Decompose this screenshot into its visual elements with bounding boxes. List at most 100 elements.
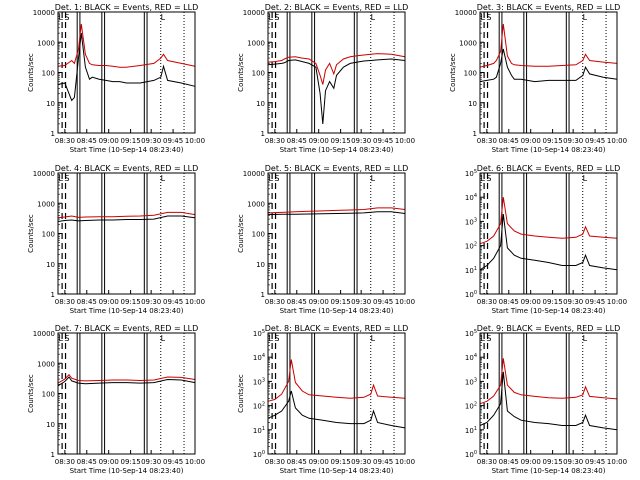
y-tick-label: 10000 — [455, 9, 477, 17]
x-axis-label: Start Time (10-Sep-14 08:23:40) — [280, 467, 394, 475]
x-tick-label: 09:15 — [331, 298, 351, 306]
y-tick-label: 10000 — [33, 9, 55, 17]
annotation-label: S — [64, 334, 69, 343]
annotation-label: S — [274, 13, 279, 22]
y-tick-label: 10 — [46, 261, 55, 269]
y-tick-label: 1 — [473, 130, 477, 138]
chart-title: Det. 8: BLACK = Events, RED = LLD — [265, 324, 409, 333]
y-tick-label: 1 — [51, 291, 55, 299]
series-line — [267, 390, 406, 429]
y-tick-label: 1 — [51, 130, 55, 138]
x-axis-label: Start Time (10-Sep-14 08:23:40) — [492, 467, 606, 475]
x-axis-label: Start Time (10-Sep-14 08:23:40) — [492, 307, 606, 315]
x-tick-label: 10:00 — [185, 298, 205, 306]
series-line — [479, 358, 618, 405]
chart-panel-9: 08:30 08:45 09:00 09:15 09:30 09:45 10:00 100 10… — [465, 324, 627, 475]
x-tick-label: 09:30 — [351, 137, 371, 145]
chart-panel-3: 08:30 08:45 09:00 09:15 09:30 09:45 10:00 1 10 10… — [449, 3, 627, 154]
x-tick-label: 09:00 — [99, 298, 119, 306]
y-tick-label: 1000 — [37, 360, 55, 368]
series-line — [479, 197, 618, 245]
plot-frame — [57, 172, 196, 295]
x-tick-label: 08:30 — [55, 458, 75, 466]
x-tick-label: 09:15 — [543, 298, 563, 306]
plot-frame — [479, 332, 618, 455]
y-tick-label: 1000 — [247, 39, 265, 47]
y-axis-label: Counts/sec — [237, 53, 245, 92]
x-tick-label: 09:00 — [99, 137, 119, 145]
x-tick-label: 10:00 — [607, 458, 627, 466]
y-tick-label: 105 — [465, 329, 477, 338]
x-tick-label: 09:45 — [585, 298, 605, 306]
y-tick-label: 1000 — [247, 200, 265, 208]
y-axis-label: Counts/sec — [237, 214, 245, 253]
x-tick-label: 08:45 — [77, 137, 97, 145]
annotation-label: L — [371, 174, 376, 183]
x-tick-label: 09:15 — [543, 137, 563, 145]
x-tick-label: 08:30 — [55, 137, 75, 145]
series-line — [479, 214, 618, 271]
y-tick-label: 10000 — [33, 170, 55, 178]
y-tick-label: 101 — [465, 426, 477, 435]
x-tick-label: 09:15 — [331, 137, 351, 145]
x-tick-label: 09:30 — [563, 458, 583, 466]
chart-panel-5: 08:30 08:45 09:00 09:15 09:30 09:45 10:00 1 10 10… — [237, 164, 415, 315]
x-tick-label: 08:45 — [77, 298, 97, 306]
plot-frame — [267, 172, 406, 295]
y-axis-label: Counts/sec — [27, 214, 35, 253]
y-tick-label: 105 — [465, 169, 477, 178]
plot-frame — [479, 172, 618, 295]
chart-title: Det. 9: BLACK = Events, RED = LLD — [477, 324, 621, 333]
series-line — [57, 215, 196, 222]
x-tick-label: 09:15 — [121, 137, 141, 145]
y-tick-label: 10 — [46, 421, 55, 429]
x-tick-label: 09:45 — [373, 458, 393, 466]
annotation-label: L — [161, 334, 166, 343]
y-tick-label: 100 — [464, 70, 477, 78]
y-tick-label: 10 — [468, 100, 477, 108]
x-axis-label: Start Time (10-Sep-14 08:23:40) — [280, 146, 394, 154]
series-line — [57, 373, 196, 384]
x-tick-label: 09:15 — [331, 458, 351, 466]
x-tick-label: 09:45 — [163, 137, 183, 145]
annotation-label: L — [583, 174, 588, 183]
annotation-label: L — [481, 334, 486, 343]
annotation-label: L — [59, 174, 64, 183]
y-tick-label: 100 — [252, 231, 265, 239]
x-tick-label: 09:45 — [585, 458, 605, 466]
y-tick-label: 102 — [465, 242, 477, 251]
annotation-label: L — [161, 13, 166, 22]
annotation-label: L — [59, 13, 64, 22]
x-tick-label: 09:30 — [563, 298, 583, 306]
x-tick-label: 09:30 — [351, 458, 371, 466]
y-tick-label: 102 — [253, 402, 265, 411]
x-tick-label: 10:00 — [185, 458, 205, 466]
x-axis-label: Start Time (10-Sep-14 08:23:40) — [70, 146, 184, 154]
series-line — [479, 371, 618, 431]
annotation-label: L — [371, 13, 376, 22]
annotation-label: L — [269, 174, 274, 183]
x-tick-label: 09:00 — [309, 298, 329, 306]
x-tick-label: 10:00 — [607, 298, 627, 306]
x-tick-label: 08:30 — [477, 298, 497, 306]
chart-title: Det. 1: BLACK = Events, RED = LLD — [55, 3, 199, 12]
annotation-label: L — [59, 334, 64, 343]
annotation-label: L — [371, 334, 376, 343]
y-tick-label: 100 — [465, 290, 477, 299]
x-tick-label: 09:00 — [521, 458, 541, 466]
annotation-label: S — [486, 174, 491, 183]
chart-title: Det. 5: BLACK = Events, RED = LLD — [265, 164, 409, 173]
x-tick-label: 08:30 — [477, 137, 497, 145]
y-tick-label: 100 — [42, 231, 55, 239]
chart-title: Det. 7: BLACK = Events, RED = LLD — [55, 324, 199, 333]
y-tick-label: 102 — [465, 402, 477, 411]
annotation-label: S — [486, 13, 491, 22]
series-line — [57, 23, 196, 68]
x-tick-label: 10:00 — [607, 137, 627, 145]
x-tick-label: 09:45 — [163, 458, 183, 466]
y-tick-label: 1 — [261, 130, 265, 138]
plot-frame — [267, 11, 406, 134]
annotation-label: L — [583, 13, 588, 22]
x-tick-label: 08:30 — [55, 298, 75, 306]
y-tick-label: 101 — [253, 426, 265, 435]
